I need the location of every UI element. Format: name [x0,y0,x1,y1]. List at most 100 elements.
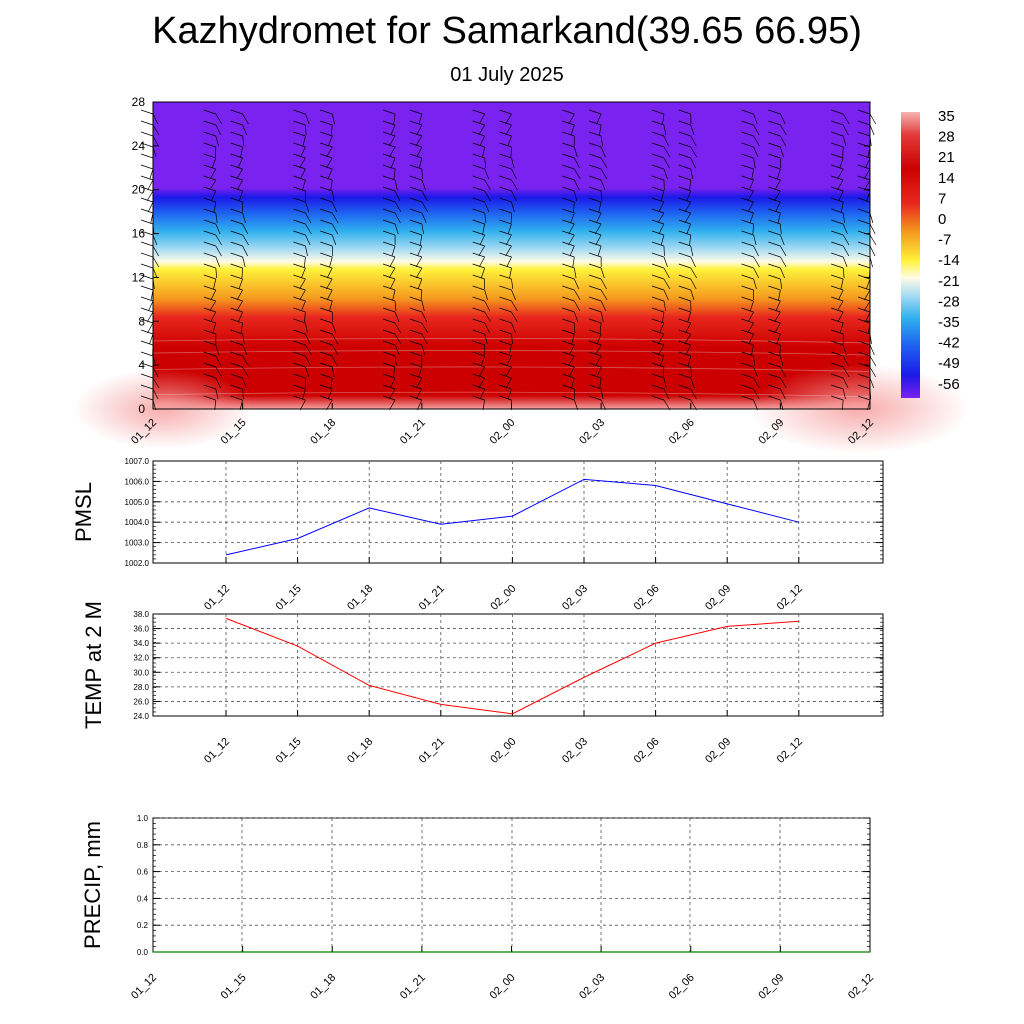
wind-barb-flag [409,384,422,390]
wind-barb-flag [293,384,306,390]
wind-barb-flag [741,351,754,357]
wind-barb-flag [562,164,575,170]
wind-barb-shaft [242,245,248,257]
y-tick-label: 1006.0 [125,477,150,486]
wind-barb-flag [472,329,485,335]
wind-barb-flag [589,219,602,225]
wind-barb-flag [678,373,691,379]
wind-barb-flag [499,131,512,137]
wind-barb-flag [768,153,781,159]
wind-barb-flag [768,142,781,148]
contour-line [152,391,871,398]
x-tick-label: 01_15 [219,972,249,1002]
wind-barb-flag [741,230,754,236]
y-tick-label: 0.2 [137,921,149,930]
wind-barb-shaft [660,234,665,246]
wind-barb-flag [472,164,485,170]
wind-barb-flag [382,329,396,335]
x-tick-label: 02_06 [632,736,662,766]
wind-barb-shaft [421,201,429,213]
wind-barb-shaft [663,278,671,290]
wind-barb-flag [651,197,665,203]
wind-barb-shaft [415,388,423,400]
wind-barb-shaft [658,223,665,235]
wind-barb-flag [382,208,396,214]
y-tick-label: 28 [132,95,146,109]
wind-barb-shaft [215,256,221,268]
wind-barb-flag [409,197,422,203]
wind-barb-shaft [394,201,402,213]
wind-barb-flag [472,120,485,126]
wind-barb-shaft [303,256,306,268]
wind-barb-shaft [210,289,217,301]
wind-barb-flag [293,307,306,313]
wind-barb-flag [320,230,333,236]
wind-barb-flag [320,274,333,280]
wind-barb-flag [651,384,665,390]
wind-barb-shaft [663,377,667,389]
x-tick-label: 02_00 [488,736,518,766]
y-tick-label: 30.0 [133,668,149,677]
wind-barb-flag [320,318,333,324]
wind-barb-shaft [511,333,513,345]
wind-barb-flag [293,230,306,236]
wind-barb-shaft [482,223,486,235]
wind-barb-flag [741,252,754,258]
colorbar-label: -35 [938,314,960,331]
wind-barb-shaft [780,355,784,367]
wind-barb-shaft [390,157,396,169]
wind-barb-flag [409,241,422,247]
wind-barb-flag [831,153,844,159]
wind-barb-flag [293,219,306,225]
wind-barb-flag [857,131,871,137]
wind-barb-flag [472,373,485,379]
wind-barb-shaft [388,267,396,279]
wind-barb-shaft [242,388,244,400]
wind-barb-shaft [684,333,692,345]
wind-barb-shaft [869,355,877,367]
wind-barb-flag [293,186,306,192]
wind-barb-flag [230,285,243,291]
x-tick-label: 02_09 [703,736,733,766]
wind-barb-shaft [480,267,486,279]
wind-barb-shaft [690,289,695,301]
wind-barb-flag [409,395,422,401]
wind-barb-flag [320,208,333,214]
wind-barb-shaft [215,388,219,400]
wind-barb-shaft [663,289,669,301]
wind-barb-flag [741,164,754,170]
wind-barb-shaft [690,146,698,158]
wind-barb-flag [293,340,306,346]
wind-barb-shaft [416,146,423,158]
wind-barb-shaft [568,113,575,125]
wind-barb-shaft [215,135,219,147]
wind-barb-shaft [242,377,247,389]
wind-barb-shaft [213,278,217,290]
wind-barb-flag [831,208,844,214]
wind-barb-shaft [479,135,486,147]
wind-barb-shaft [663,157,670,169]
wind-barb-shaft [299,157,306,169]
wind-barb-flag [768,120,781,126]
wind-barb-flag [857,340,871,346]
wind-barb-shaft [242,223,249,235]
wind-barb-flag [589,142,602,148]
wind-barb-shaft [600,146,606,158]
wind-barb-flag [409,274,422,280]
wind-barb-shaft [507,223,512,235]
wind-barb-shaft [152,124,160,136]
wind-barb-flag [651,263,665,269]
wind-barb-flag [293,208,306,214]
wind-barb-flag [589,373,602,379]
wind-barb-shaft [505,124,512,136]
wind-barb-shaft [748,333,754,345]
plot-frame [152,817,871,953]
wind-barb-flag [741,340,754,346]
wind-barb-flag [382,351,396,357]
wind-barb-shaft [299,168,306,180]
wind-barb-shaft [780,256,787,268]
wind-barb-flag [651,142,665,148]
wind-barb-shaft [330,377,333,389]
wind-barb-shaft [780,377,787,389]
wind-barb-shaft [869,245,876,257]
